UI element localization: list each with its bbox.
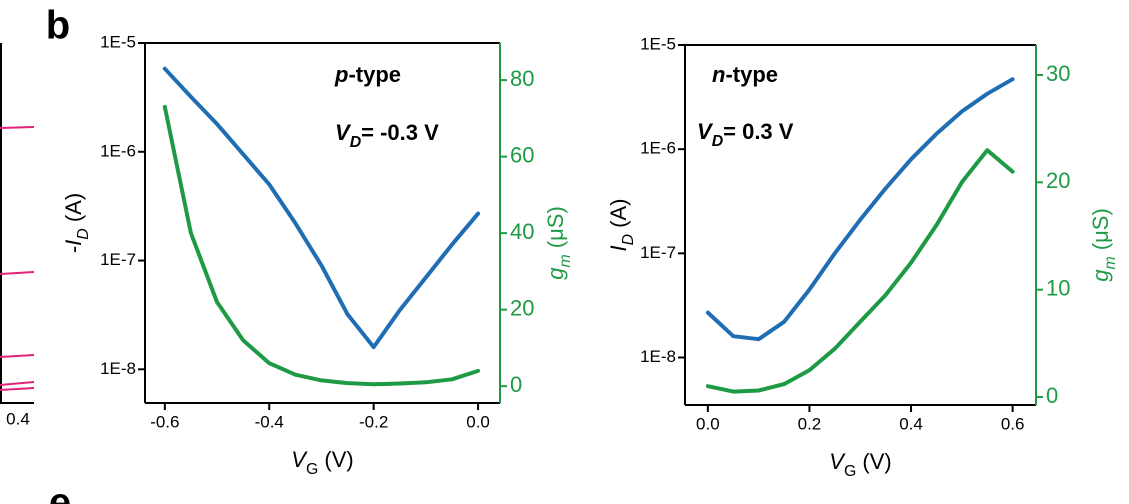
tick-label: 0.4 (6, 409, 30, 428)
x-axis-label-part: V (291, 447, 308, 472)
x-axis-label: VG (V) (829, 449, 891, 480)
y2-tick-label: 10 (1046, 275, 1070, 300)
x-axis-label: VG (V) (291, 447, 353, 478)
y2-tick-label: 80 (510, 66, 534, 91)
y-axis-label-part: (A) (606, 198, 631, 233)
x-axis-label-part: (V) (856, 449, 891, 474)
left-fragment: 0.4 (0, 43, 35, 428)
y-tick-label: 1E-8 (100, 359, 136, 378)
y2-axis-label-part: m (1102, 256, 1119, 269)
y2-tick-label: 30 (1046, 61, 1070, 86)
curve (0, 381, 35, 386)
annotation-part: -type (348, 62, 401, 87)
data-line (162, 104, 481, 387)
y2-tick-label: 0 (1046, 383, 1058, 408)
data-line (162, 66, 481, 350)
y2-tick-label: 0 (510, 372, 522, 397)
y2-axis-label-part: g (543, 267, 568, 280)
annotation-part: = 0.3 V (723, 119, 794, 144)
annotation: n-type (712, 62, 778, 87)
y2-axis-label-part: m (557, 254, 574, 267)
annotation: VD= -0.3 V (335, 120, 439, 151)
curve (0, 387, 35, 391)
annotation-part: p (334, 62, 348, 87)
y-tick-label: 1E-7 (100, 250, 136, 269)
y-tick-label: 1E-6 (640, 139, 676, 158)
x-axis-label-part: V (829, 449, 846, 474)
x-tick-label: 0.0 (466, 412, 490, 431)
y-tick-label: 1E-7 (640, 243, 676, 262)
y-axis-label-part: I (61, 240, 86, 246)
y-axis-label-part: I (606, 245, 631, 251)
x-axis-label-part: G (844, 463, 856, 480)
data-line (705, 148, 1015, 394)
y-tick-label: 1E-5 (640, 34, 676, 53)
y-axis-label-part: D (620, 234, 637, 245)
x-tick-label: -0.2 (359, 412, 388, 431)
x-tick-label: -0.6 (150, 412, 179, 431)
y-axis-label: ID (A) (606, 198, 637, 251)
data-line (705, 77, 1015, 342)
x-tick-label: 0.6 (1001, 414, 1025, 433)
y2-axis-label: gm (μS) (1088, 208, 1119, 282)
y2-tick-label: 40 (510, 219, 534, 244)
annotation-part: V (697, 119, 714, 144)
y2-axis-label-part: (μS) (1088, 208, 1113, 256)
x-tick-label: -0.4 (255, 412, 284, 431)
panel-label: b (46, 4, 70, 48)
annotation-part: D (350, 134, 361, 151)
curve (0, 354, 35, 358)
annotation-part: D (712, 133, 723, 150)
x-axis-label-part: G (306, 461, 318, 478)
y-axis-label: -ID (A) (61, 193, 92, 253)
x-tick-label: 0.2 (798, 414, 822, 433)
y-tick-label: 1E-6 (100, 141, 136, 160)
annotation-part: -type (725, 62, 778, 87)
y2-tick-label: 20 (1046, 168, 1070, 193)
panel-label: e (49, 481, 71, 504)
y-tick-label: 1E-5 (100, 32, 136, 51)
y2-axis-label: gm (μS) (543, 206, 574, 280)
x-tick-label: 0.4 (899, 414, 923, 433)
y2-axis-label-part: g (1088, 269, 1113, 282)
x-axis-label-part: (V) (318, 447, 353, 472)
annotation-part: V (335, 120, 352, 145)
y2-axis-label-part: (μS) (543, 206, 568, 254)
curve (0, 126, 35, 129)
annotation: VD= 0.3 V (697, 119, 794, 150)
y2-tick-label: 20 (510, 295, 534, 320)
y-axis-label-part: D (75, 228, 92, 239)
annotation-part: = -0.3 V (361, 120, 439, 145)
y-axis-label-part: - (61, 246, 86, 253)
annotation: p-type (334, 62, 401, 87)
annotation-part: n (712, 62, 725, 87)
y-axis-label-part: (A) (61, 193, 86, 228)
y-tick-label: 1E-8 (640, 347, 676, 366)
curve (0, 271, 35, 275)
y2-tick-label: 60 (510, 142, 534, 167)
x-tick-label: 0.0 (696, 414, 720, 433)
